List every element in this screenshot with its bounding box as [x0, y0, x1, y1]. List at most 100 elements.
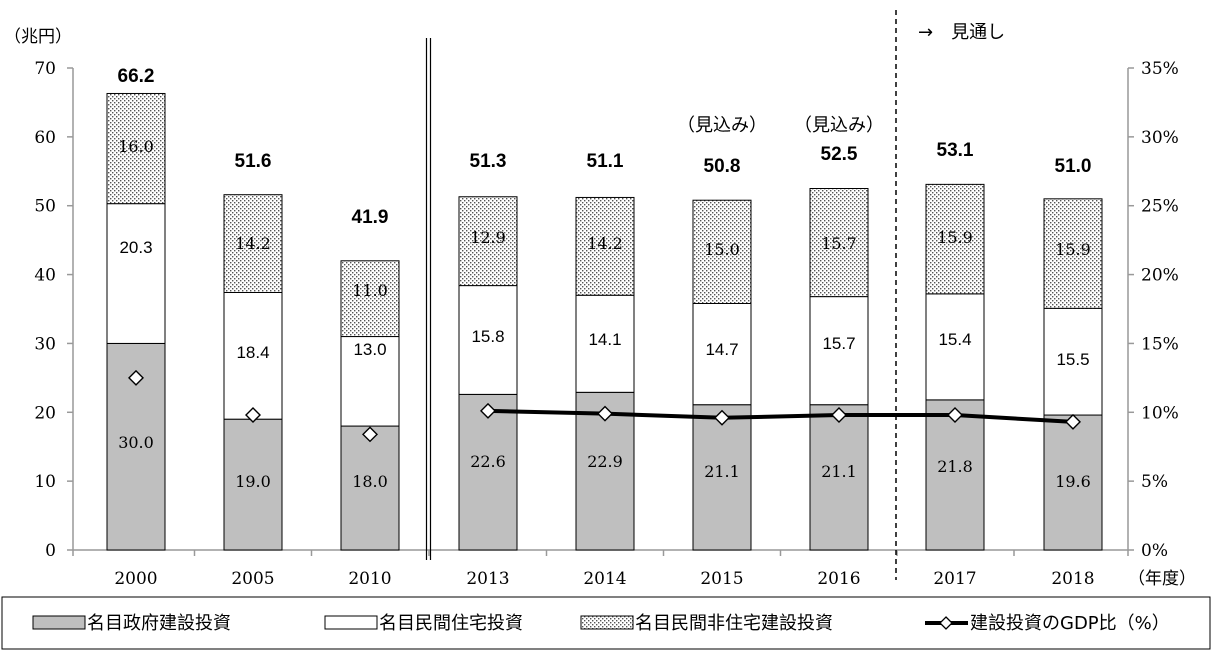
- y2-tick-label: 20%: [1141, 266, 1179, 286]
- y-tick-label: 40: [34, 266, 56, 286]
- y-tick-label: 10: [34, 472, 56, 492]
- x-tick-label: 2005: [231, 569, 274, 589]
- segment-value-label: 14.2: [235, 234, 271, 253]
- bar-segment: [458, 196, 518, 287]
- segment-value-label: 21.8: [937, 457, 973, 476]
- gdp-ratio-marker: [480, 402, 496, 419]
- segment-value-label: 13.0: [353, 340, 386, 359]
- bar-segment: [106, 203, 166, 344]
- segment-value-label: 21.1: [821, 462, 857, 481]
- y2-tick-label: 30%: [1141, 128, 1179, 148]
- segment-label-bg: [583, 451, 627, 473]
- gdp-ratio-marker: [128, 369, 144, 386]
- segment-label-bg: [466, 451, 510, 473]
- legend-swatch-housing: [324, 615, 378, 630]
- segment-value-label: 30.0: [118, 433, 154, 452]
- gdp-ratio-marker: [831, 407, 847, 424]
- y-tick-label: 0: [45, 541, 56, 561]
- legend-label: 名目民間住宅投資: [379, 613, 523, 634]
- segment-label-bg: [114, 237, 158, 259]
- bar-segment: [809, 188, 869, 298]
- gdp-ratio-marker: [947, 407, 963, 424]
- segment-label-bg: [114, 432, 158, 454]
- gdp-ratio-marker: [362, 426, 378, 443]
- x-tick-label: 2017: [933, 569, 976, 589]
- segment-value-label: 20.3: [119, 238, 152, 257]
- x-tick-label: 2016: [817, 569, 860, 589]
- total-value-label: 53.1: [937, 140, 974, 161]
- segment-value-label: 19.0: [235, 472, 271, 491]
- bar-segment: [223, 194, 283, 293]
- y-tick-label: 30: [34, 334, 56, 354]
- gdp-ratio-line: [487, 408, 1074, 424]
- bar-segment: [575, 196, 635, 296]
- segment-value-label: 15.5: [1056, 350, 1089, 369]
- y-tick-label: 60: [34, 128, 56, 148]
- segment-value-label: 22.9: [587, 452, 623, 471]
- segment-label-bg: [1051, 471, 1095, 493]
- segment-value-label: 16.0: [118, 137, 154, 156]
- legend-swatch-nonhousing: [580, 615, 634, 630]
- x-tick-label: 2013: [466, 569, 509, 589]
- segment-value-label: 22.6: [470, 452, 506, 471]
- x-tick-label: 2010: [348, 569, 391, 589]
- diamond-icon: [939, 616, 953, 630]
- segment-label-bg: [933, 329, 977, 351]
- y2-tick-label: 0%: [1141, 541, 1168, 561]
- segment-value-label: 15.7: [821, 234, 857, 253]
- bar-segment: [692, 199, 752, 304]
- segment-label-bg: [583, 329, 627, 351]
- legend-label: 名目政府建設投資: [87, 613, 231, 634]
- segment-label-bg: [817, 333, 861, 355]
- x-tick-label: 2015: [700, 569, 743, 589]
- legend-label: 建設投資のGDP比（%）: [970, 613, 1170, 634]
- segment-value-label: 15.7: [822, 334, 855, 353]
- forecast-label: → 見通し: [918, 22, 1005, 43]
- segment-value-label: 15.9: [1055, 240, 1091, 259]
- gdp-ratio-marker: [597, 405, 613, 422]
- y2-tick-label: 10%: [1141, 403, 1179, 423]
- segment-value-label: 21.1: [704, 462, 740, 481]
- segment-value-label: 15.8: [471, 327, 504, 346]
- segment-value-label: 19.6: [1055, 472, 1091, 491]
- total-value-label: 66.2: [118, 66, 155, 87]
- y2-tick-label: 25%: [1141, 197, 1179, 217]
- y-tick-label: 20: [34, 403, 56, 423]
- x-tick-label: 2014: [583, 569, 626, 589]
- estimate-label: （見込み）: [677, 115, 767, 136]
- segment-label-bg: [231, 342, 275, 364]
- segment-value-label: 15.0: [704, 240, 740, 259]
- y-tick-label: 50: [34, 197, 56, 217]
- y-unit-label: （兆円）: [4, 27, 72, 47]
- segment-label-bg: [466, 326, 510, 348]
- total-value-label: 51.1: [587, 151, 624, 172]
- segment-value-label: 18.4: [236, 343, 269, 362]
- gdp-ratio-marker: [1065, 413, 1081, 430]
- segment-label-bg: [231, 471, 275, 493]
- legend-swatch-government: [32, 615, 86, 630]
- bar-segment: [925, 183, 985, 295]
- segment-value-label: 15.4: [938, 330, 971, 349]
- x-unit-label: （年度）: [1128, 569, 1196, 589]
- estimate-label: （見込み）: [794, 115, 884, 136]
- bar-segment: [106, 92, 166, 205]
- total-value-label: 52.5: [821, 144, 858, 165]
- segment-label-bg: [348, 339, 392, 361]
- segment-value-label: 12.9: [470, 228, 506, 247]
- segment-label-bg: [700, 339, 744, 361]
- bar-segment: [1043, 198, 1103, 309]
- legend-label: 名目民間非住宅建設投資: [635, 613, 833, 634]
- total-value-label: 50.8: [704, 156, 741, 177]
- segment-value-label: 11.0: [352, 281, 388, 300]
- x-tick-label: 2000: [114, 569, 157, 589]
- y2-tick-label: 5%: [1141, 472, 1168, 492]
- segment-value-label: 14.1: [588, 330, 621, 349]
- segment-label-bg: [348, 471, 392, 493]
- y2-tick-label: 35%: [1141, 59, 1179, 79]
- y-tick-label: 70: [34, 59, 56, 79]
- gdp-ratio-marker: [245, 407, 261, 424]
- total-value-label: 51.6: [235, 151, 272, 172]
- segment-label-bg: [933, 456, 977, 478]
